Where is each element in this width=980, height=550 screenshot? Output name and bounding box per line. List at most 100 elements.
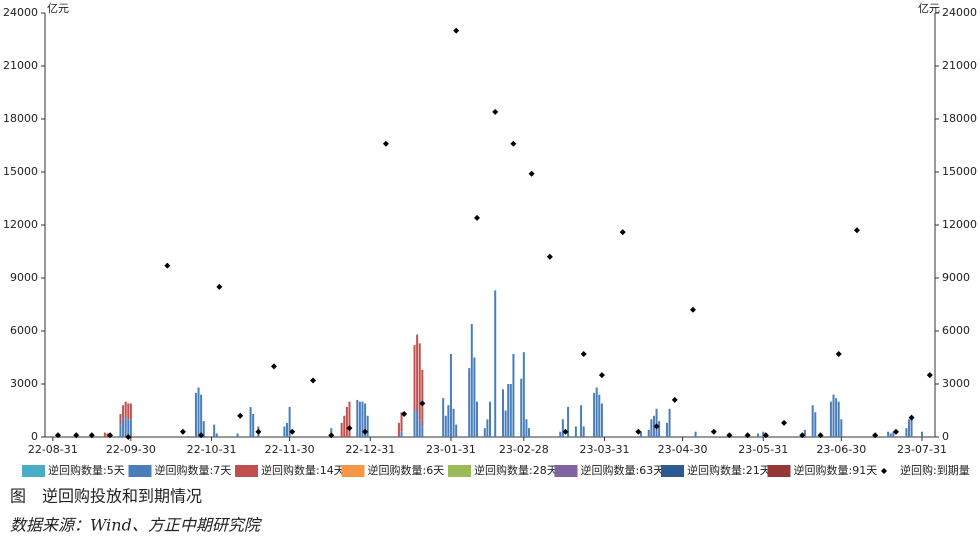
bar — [561, 419, 564, 437]
bar — [236, 433, 239, 437]
legend-swatch — [341, 465, 365, 477]
scatter-point — [73, 432, 80, 439]
legend-swatch — [22, 465, 45, 477]
bar — [650, 419, 653, 437]
scatter-point — [164, 262, 171, 269]
bar — [418, 343, 421, 420]
bar — [512, 353, 515, 437]
legend-swatch — [661, 465, 684, 477]
y2-unit: 亿元 — [918, 2, 940, 15]
scatter-point — [835, 350, 842, 357]
scatter-point — [926, 372, 933, 379]
bar — [421, 426, 424, 437]
scatter-point — [55, 432, 62, 439]
scatter-point — [328, 432, 335, 439]
bar — [757, 433, 760, 437]
scatter-point — [872, 432, 879, 439]
bar — [814, 412, 817, 437]
bar — [468, 368, 471, 437]
scatter-point — [817, 432, 824, 439]
legend-label: 逆回购数量:21天 — [687, 463, 771, 477]
x-tick-label: 22-10-31 — [187, 443, 237, 456]
bar — [509, 384, 512, 437]
scatter-point — [671, 396, 678, 403]
scatter-point — [289, 428, 296, 435]
bar — [345, 406, 348, 437]
bar — [452, 408, 455, 437]
bar — [129, 403, 132, 420]
scatter-point — [528, 170, 535, 177]
scatter-point — [255, 428, 262, 435]
bar — [400, 412, 403, 432]
scatter-point — [510, 140, 517, 147]
bar — [400, 431, 403, 437]
bar — [905, 428, 908, 437]
bar — [483, 428, 486, 437]
bar — [200, 394, 203, 437]
legend-label: 逆回购数量:14天 — [261, 463, 345, 477]
scatter-point — [781, 419, 788, 426]
bar — [213, 424, 216, 437]
bar — [348, 401, 351, 437]
bar — [447, 405, 450, 437]
scatter-point — [562, 428, 569, 435]
x-tick-label: 23-06-30 — [816, 443, 866, 456]
legend-label: 逆回购:到期量 — [900, 463, 970, 477]
y-tick-label: 15000 — [3, 165, 38, 178]
x-tick-label: 22-11-30 — [265, 443, 315, 456]
bar — [832, 394, 835, 437]
bar — [421, 369, 424, 427]
bar — [559, 431, 562, 437]
bar — [593, 392, 596, 437]
bar — [494, 290, 497, 437]
y-tick-label: 12000 — [3, 218, 38, 231]
y-tick-label: 6000 — [10, 324, 38, 337]
scatter-point — [744, 432, 751, 439]
bar — [489, 401, 491, 437]
scatter-point — [473, 214, 480, 221]
x-tick-label: 23-02-28 — [499, 443, 549, 456]
bar — [124, 417, 127, 437]
bar — [600, 403, 603, 437]
y2-tick-label: 24000 — [942, 6, 977, 19]
bar — [522, 352, 525, 437]
legend-swatch — [235, 465, 258, 477]
scatter-point — [892, 428, 899, 435]
bar — [647, 429, 650, 437]
bar — [127, 403, 130, 420]
bar — [525, 419, 528, 437]
bar — [358, 401, 361, 437]
bar — [920, 431, 923, 437]
scatter-point — [689, 306, 696, 313]
y2-tick-label: 12000 — [942, 218, 977, 231]
bar — [103, 432, 106, 437]
scatter-point — [419, 400, 426, 407]
y-tick-label: 24000 — [3, 6, 38, 19]
bar — [762, 431, 765, 437]
scatter-point — [762, 432, 769, 439]
bar — [442, 398, 445, 437]
bar — [356, 399, 359, 437]
scatter-point — [216, 283, 223, 290]
bar — [129, 419, 132, 437]
bar — [595, 387, 598, 437]
scatter-point — [598, 372, 605, 379]
bar — [127, 419, 130, 437]
x-tick-label: 22-09-30 — [106, 443, 156, 456]
bar — [364, 403, 367, 437]
scatter-point — [799, 432, 806, 439]
legend-swatch — [448, 465, 471, 477]
bar — [366, 415, 369, 437]
bar — [835, 398, 838, 437]
y-tick-label: 21000 — [3, 59, 38, 72]
bar — [907, 419, 910, 437]
legend-marker — [881, 468, 887, 474]
scatter-point — [198, 432, 205, 439]
scatter-point — [635, 428, 642, 435]
y-tick-label: 0 — [31, 430, 38, 443]
bar — [361, 401, 364, 437]
bar — [124, 401, 127, 418]
scatter-point — [726, 432, 733, 439]
scatter-point — [88, 432, 95, 439]
scatter-point — [237, 412, 244, 419]
